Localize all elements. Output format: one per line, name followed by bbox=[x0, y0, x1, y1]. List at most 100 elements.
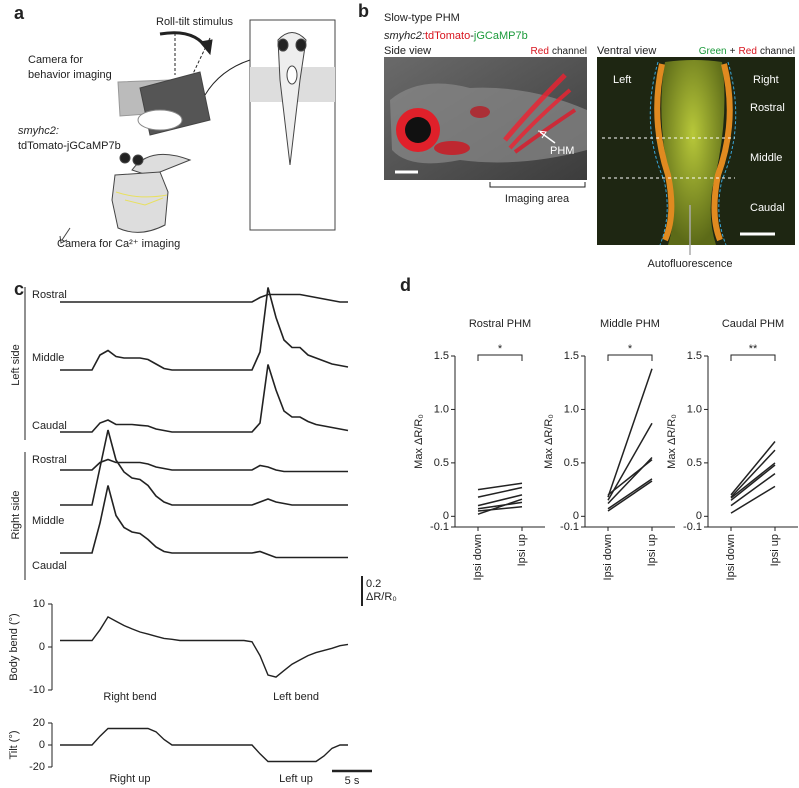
scale-unit: ΔR/R₀ bbox=[366, 591, 397, 603]
significance: * bbox=[628, 343, 633, 355]
pointer-label: Autofluorescence bbox=[648, 258, 733, 270]
view-title: Side view bbox=[384, 45, 431, 57]
pair-line bbox=[477, 494, 523, 507]
channel-label: Green + Red channel bbox=[699, 45, 795, 57]
x-tick-label: Ipsi down bbox=[725, 534, 737, 580]
y-tick-label: 0 bbox=[443, 510, 449, 522]
region-label: Rostral bbox=[750, 102, 785, 114]
y-axis-label: Max ΔR/R₀ bbox=[666, 414, 678, 469]
side-label: Left side bbox=[10, 344, 22, 386]
pair-line bbox=[477, 505, 523, 512]
trace-label: Caudal bbox=[32, 420, 67, 432]
pair-line bbox=[730, 472, 776, 507]
y-tick-label: 1.0 bbox=[687, 403, 702, 415]
chart-title: Caudal PHM bbox=[722, 318, 784, 330]
side-label: Right side bbox=[10, 491, 22, 540]
pair-line bbox=[477, 501, 523, 510]
chart-title: Middle PHM bbox=[600, 318, 660, 330]
ventral-view-image bbox=[597, 57, 795, 255]
reporter-red: tdTomato bbox=[425, 30, 470, 42]
chart-title: Rostral PHM bbox=[469, 318, 531, 330]
panel-label: a bbox=[14, 3, 25, 23]
pair-line bbox=[730, 449, 776, 498]
reporter-green: jGCaMP7b bbox=[473, 30, 528, 42]
x-tick-label: Ipsi up bbox=[646, 534, 658, 566]
y-tick-label: 1.0 bbox=[564, 403, 579, 415]
stimulus-drawing bbox=[117, 31, 251, 136]
significance-bracket bbox=[477, 354, 523, 361]
y-axis-label: Body bend (°) bbox=[8, 613, 20, 680]
genotype: smyhc2: bbox=[384, 30, 425, 42]
region-label: Caudal bbox=[750, 202, 785, 214]
pair-line bbox=[730, 485, 776, 514]
construct-label: tdTomato-jGCaMP7b bbox=[18, 140, 121, 152]
trace bbox=[60, 615, 349, 678]
trace bbox=[60, 727, 348, 763]
significance-bracket bbox=[730, 354, 776, 361]
x-tick-label: Ipsi down bbox=[602, 534, 614, 580]
green: Green bbox=[699, 46, 727, 57]
panel-label: c bbox=[14, 279, 24, 299]
camera-label: Camera for bbox=[28, 54, 83, 66]
y-tick-label: -10 bbox=[29, 684, 45, 696]
y-tick-label: 0.5 bbox=[434, 457, 449, 469]
pointer-label: PHM bbox=[550, 145, 574, 157]
annotation: Right up bbox=[110, 773, 151, 785]
panel-label: d bbox=[400, 275, 411, 295]
y-tick-label: -20 bbox=[29, 761, 45, 773]
pair-line bbox=[730, 441, 776, 496]
pair-line bbox=[607, 480, 653, 512]
fish-drawing bbox=[59, 19, 336, 244]
trace-label: Middle bbox=[32, 515, 64, 527]
trace-label: Caudal bbox=[32, 560, 67, 572]
stimulus-label: Roll-tilt stimulus bbox=[156, 16, 234, 28]
y-tick-label: 0 bbox=[573, 510, 579, 522]
x-tick-label: Ipsi down bbox=[472, 534, 484, 580]
significance: * bbox=[498, 343, 503, 355]
pair-line bbox=[730, 462, 776, 499]
bracket-label: Imaging area bbox=[505, 193, 570, 205]
trace bbox=[60, 429, 348, 506]
annotation: Right bend bbox=[103, 691, 156, 703]
dash: - bbox=[470, 30, 474, 42]
significance: ** bbox=[749, 343, 758, 355]
y-tick-label: 0.5 bbox=[564, 457, 579, 469]
y-tick-label: -0.1 bbox=[560, 521, 579, 533]
side-view-image bbox=[384, 57, 587, 188]
side-label: Right bbox=[753, 74, 779, 86]
trace bbox=[60, 458, 348, 473]
pair-line bbox=[477, 498, 523, 515]
pair-line bbox=[477, 486, 523, 498]
y-tick-label: 0.5 bbox=[687, 457, 702, 469]
red: Red bbox=[739, 46, 757, 57]
construct-label: smyhc2:tdTomato-jGCaMP7b bbox=[384, 30, 528, 42]
time-scale-label: 5 s bbox=[345, 775, 360, 787]
pair-line bbox=[607, 368, 653, 498]
camera-label: behavior imaging bbox=[28, 69, 112, 81]
y-tick-label: -0.1 bbox=[430, 521, 449, 533]
pair-line bbox=[607, 478, 653, 510]
pair-line bbox=[607, 459, 653, 496]
trace bbox=[60, 293, 348, 303]
y-tick-label: 1.5 bbox=[564, 350, 579, 362]
pair-line bbox=[730, 464, 776, 501]
side-label: Left bbox=[613, 74, 631, 86]
region-label: Middle bbox=[750, 152, 782, 164]
camera-label: Camera for Ca²⁺ imaging bbox=[57, 238, 180, 250]
significance-bracket bbox=[607, 354, 653, 361]
pair-line bbox=[477, 482, 523, 491]
annotation: Left bend bbox=[273, 691, 319, 703]
x-tick-label: Ipsi up bbox=[769, 534, 781, 566]
y-tick-label: 1.5 bbox=[434, 350, 449, 362]
trace bbox=[60, 485, 348, 559]
trace-label: Middle bbox=[32, 352, 64, 364]
scale-label: 0.2 bbox=[366, 578, 381, 590]
y-tick-label: 1.5 bbox=[687, 350, 702, 362]
trace bbox=[60, 287, 349, 371]
panel-title: Slow-type PHM bbox=[384, 12, 460, 24]
y-axis-label: Max ΔR/R₀ bbox=[413, 414, 425, 469]
pair-line bbox=[607, 422, 653, 501]
channel: channel bbox=[760, 46, 795, 57]
trace-label: Rostral bbox=[32, 454, 67, 466]
